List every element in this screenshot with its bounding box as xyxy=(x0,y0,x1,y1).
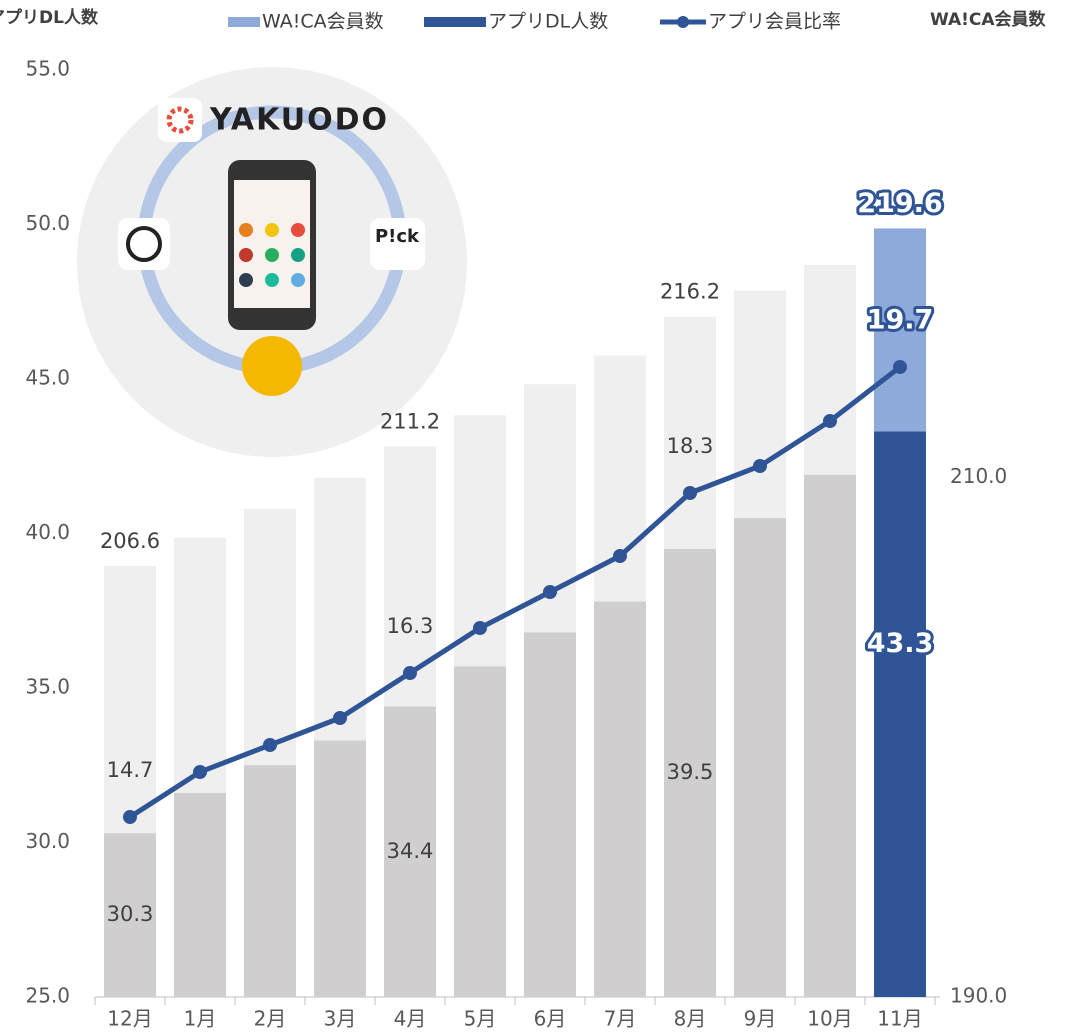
line-point xyxy=(543,585,557,599)
x-tick-label: 5月 xyxy=(464,1007,497,1031)
line-point xyxy=(753,459,767,473)
logo-icon xyxy=(158,98,202,142)
bar xyxy=(384,706,436,997)
bar xyxy=(174,793,226,997)
app-dot xyxy=(291,248,305,262)
line-point xyxy=(403,666,417,680)
y2-axis-title: WA!CA会員数 xyxy=(930,9,1047,30)
illustration: YAKUODO P!ck xyxy=(77,67,467,457)
compass-icon xyxy=(118,218,170,270)
line-point xyxy=(263,738,277,752)
app-dot xyxy=(239,248,253,262)
app-dot xyxy=(265,273,279,287)
x-tick-label: 9月 xyxy=(744,1007,777,1031)
pick-icon xyxy=(370,218,425,270)
y-axis-title: アプリDL人数 xyxy=(0,7,99,28)
data-label: 16.3 xyxy=(387,614,434,638)
line-point xyxy=(683,486,697,500)
app-dot xyxy=(265,248,279,262)
legend-label: アプリDL人数 xyxy=(488,11,608,33)
bar xyxy=(874,431,926,997)
bar xyxy=(244,765,296,997)
data-label: 14.7 xyxy=(107,758,154,782)
x-tick-label: 1月 xyxy=(184,1007,217,1031)
data-label: 19.7 xyxy=(867,305,934,336)
y-tick-label: 40.0 xyxy=(25,520,70,544)
logo-text: YAKUODO xyxy=(209,103,389,138)
x-tick-label: 8月 xyxy=(674,1007,707,1031)
bar xyxy=(454,666,506,997)
y2-tick-label: 210.0 xyxy=(950,464,1007,488)
app-dot xyxy=(239,273,253,287)
x-tick-label: 3月 xyxy=(324,1007,357,1031)
data-label: 39.5 xyxy=(667,760,714,784)
line xyxy=(128,365,902,820)
bar xyxy=(734,518,786,997)
y-tick-label: 55.0 xyxy=(25,57,70,81)
legend-swatch-dot xyxy=(677,16,689,28)
x-tick-label: 2月 xyxy=(254,1007,287,1031)
x-tick-label: 10月 xyxy=(807,1007,852,1031)
line-point xyxy=(893,360,907,374)
x-tick-label: 12月 xyxy=(107,1007,152,1031)
data-label: 18.3 xyxy=(667,434,714,458)
x-tick-label: 11月 xyxy=(877,1007,922,1031)
phone-screen xyxy=(234,180,310,308)
x-tick-label: 7月 xyxy=(604,1007,637,1031)
y2-tick-label: 190.0 xyxy=(950,984,1007,1008)
compass xyxy=(126,226,162,262)
legend-swatch xyxy=(424,17,486,27)
data-label: 216.2 xyxy=(660,280,720,304)
line-point xyxy=(823,414,837,428)
legend-label: アプリ会員比率 xyxy=(708,11,841,33)
bar xyxy=(664,548,716,997)
bar xyxy=(804,474,856,997)
data-label: 206.6 xyxy=(100,529,160,553)
logo-mark xyxy=(166,106,194,134)
x-tick-label: 4月 xyxy=(394,1007,427,1031)
app-dot xyxy=(291,273,305,287)
bar xyxy=(314,740,366,997)
app-dot xyxy=(239,223,253,237)
line-point xyxy=(193,765,207,779)
y-tick-label: 30.0 xyxy=(25,829,70,853)
x-tick-label: 6月 xyxy=(534,1007,567,1031)
data-label: 30.3 xyxy=(107,902,154,926)
pick-text: P!ck xyxy=(375,226,420,247)
y-tick-label: 45.0 xyxy=(25,366,70,390)
bar xyxy=(104,833,156,997)
line-point xyxy=(473,621,487,635)
data-label: 211.2 xyxy=(380,410,440,434)
line-point xyxy=(333,711,347,725)
line-point xyxy=(613,549,627,563)
app-dot xyxy=(265,223,279,237)
legend-swatch xyxy=(228,17,260,27)
y-tick-label: 35.0 xyxy=(25,675,70,699)
data-label: 219.6 xyxy=(857,188,942,219)
line-point xyxy=(123,810,137,824)
y-tick-label: 25.0 xyxy=(25,984,70,1008)
bar xyxy=(594,601,646,997)
bar xyxy=(524,632,576,997)
badge xyxy=(242,336,302,396)
data-label: 43.3 xyxy=(867,628,934,659)
y-tick-label: 50.0 xyxy=(25,211,70,235)
app-dot xyxy=(291,223,305,237)
data-label: 34.4 xyxy=(387,839,434,863)
legend-label: WA!CA会員数 xyxy=(262,11,384,33)
